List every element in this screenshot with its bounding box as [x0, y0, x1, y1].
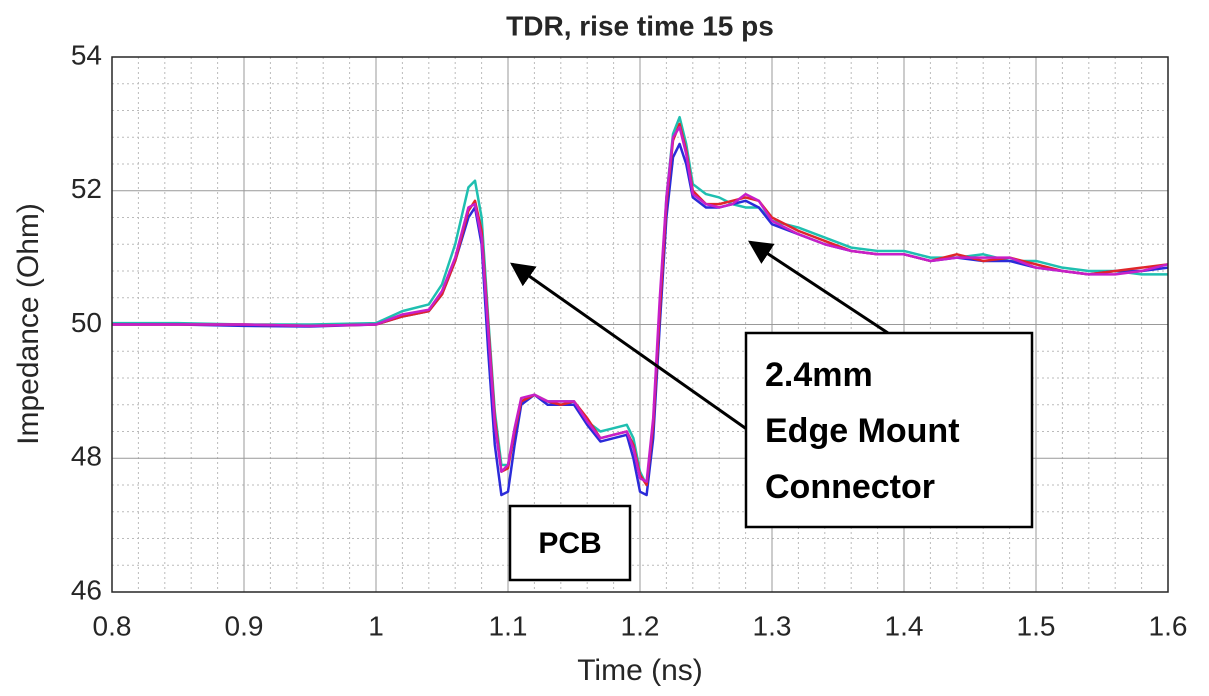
series-line	[112, 125, 1169, 483]
x-tick-label: 1.6	[1149, 610, 1188, 641]
x-tick-label: 1.2	[621, 610, 660, 641]
arrow	[747, 240, 889, 335]
plot-frame	[111, 56, 1169, 593]
chart-title: TDR, rise time 15 ps	[506, 10, 774, 41]
x-axis-label: Time (ns)	[577, 654, 703, 687]
x-tick-label: 1.3	[753, 610, 792, 641]
y-tick-label: 54	[71, 39, 102, 70]
x-tick-label: 1.4	[885, 610, 924, 641]
x-tick-label: 1	[368, 610, 384, 641]
annotation: Connector	[765, 468, 935, 506]
y-tick-label: 46	[71, 574, 102, 605]
annotation: PCB	[538, 527, 601, 560]
y-tick-label: 52	[71, 173, 102, 204]
x-tick-label: 1.5	[1017, 610, 1056, 641]
annotation-box	[744, 331, 1034, 529]
x-tick-label: 1.1	[489, 610, 528, 641]
x-tick-label: 0.9	[225, 610, 264, 641]
x-tick-label: 0.8	[93, 610, 132, 641]
y-tick-label: 50	[71, 307, 102, 338]
y-axis-label: Impedance (Ohm)	[12, 203, 45, 445]
lines	[112, 115, 1169, 497]
annotation: 2.4mm	[765, 356, 873, 394]
arrow	[510, 262, 749, 432]
annotation: Edge Mount	[765, 412, 960, 450]
annotation-box	[508, 504, 632, 582]
y-tick-label: 48	[71, 441, 102, 472]
